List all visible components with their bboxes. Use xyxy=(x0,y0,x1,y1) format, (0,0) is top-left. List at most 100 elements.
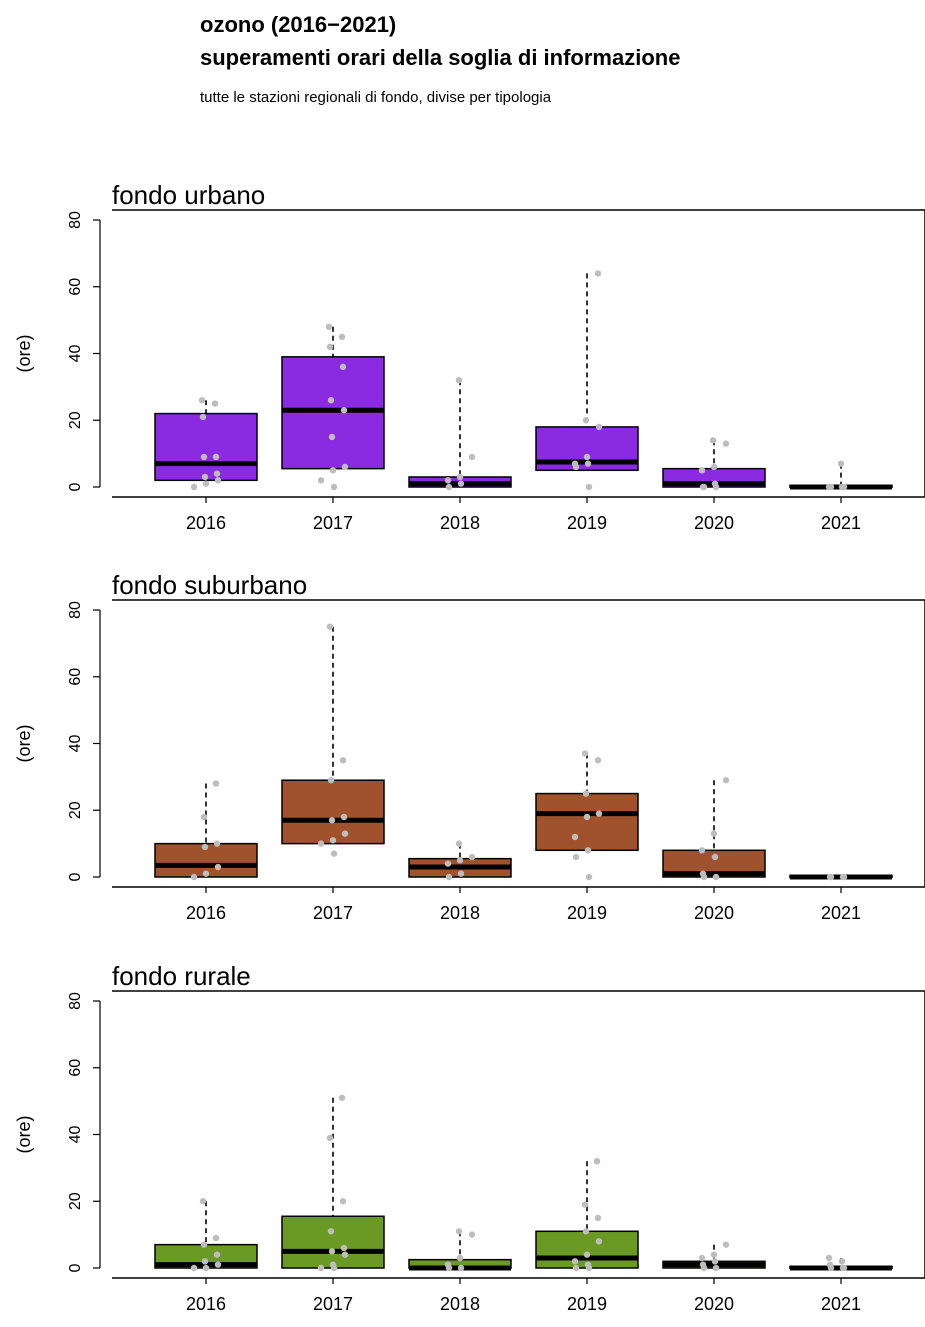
data-point xyxy=(457,870,465,877)
data-point xyxy=(201,1258,209,1265)
data-point xyxy=(214,863,222,871)
x-tick-label: 2016 xyxy=(186,1294,226,1314)
data-point xyxy=(584,847,592,854)
y-tick-label: 60 xyxy=(67,278,84,296)
data-point xyxy=(712,873,720,881)
y-tick-label: 20 xyxy=(67,1192,84,1210)
data-point xyxy=(711,480,719,487)
x-tick-label: 2021 xyxy=(821,513,861,533)
data-point xyxy=(722,1241,730,1248)
data-point xyxy=(571,1258,579,1265)
y-tick-label: 40 xyxy=(67,735,84,753)
data-point xyxy=(698,1254,706,1262)
panel-title: fondo rurale xyxy=(112,961,251,991)
data-point xyxy=(341,1251,349,1258)
data-point xyxy=(326,343,334,351)
data-point xyxy=(214,1261,222,1268)
data-point xyxy=(593,1158,601,1165)
x-tick-label: 2018 xyxy=(440,903,480,923)
x-tick-label: 2017 xyxy=(313,513,353,533)
y-tick-label: 80 xyxy=(67,601,84,619)
data-point xyxy=(214,477,222,484)
data-point xyxy=(581,1201,589,1208)
x-tick-label: 2016 xyxy=(186,903,226,923)
data-point xyxy=(326,1134,334,1142)
panel-frame xyxy=(112,209,925,498)
data-point xyxy=(202,480,210,487)
y-axis-label: (ore) xyxy=(14,1115,34,1153)
y-tick-label: 20 xyxy=(67,801,84,819)
data-point xyxy=(457,1264,465,1272)
x-tick-label: 2020 xyxy=(694,903,734,923)
data-point xyxy=(456,857,464,864)
data-point xyxy=(212,1234,220,1242)
x-tick-label: 2021 xyxy=(821,1294,861,1314)
x-tick-label: 2017 xyxy=(313,903,353,923)
data-point xyxy=(456,1254,464,1262)
data-point xyxy=(190,483,198,491)
data-point xyxy=(838,483,846,491)
data-point xyxy=(326,623,334,630)
data-point xyxy=(595,423,603,431)
box-2017 xyxy=(281,1215,385,1269)
data-point xyxy=(712,1264,720,1272)
y-axis-label: (ore) xyxy=(14,334,34,372)
data-point xyxy=(722,777,730,784)
data-point xyxy=(709,437,717,444)
y-tick-label: 20 xyxy=(67,411,84,429)
y-tick-label: 0 xyxy=(67,872,84,881)
data-point xyxy=(199,1198,207,1205)
data-point xyxy=(444,477,452,484)
data-point xyxy=(329,837,337,844)
data-point xyxy=(837,460,845,467)
data-point xyxy=(572,853,580,861)
y-tick-label: 40 xyxy=(67,1126,84,1144)
data-point xyxy=(190,873,198,881)
x-tick-label: 2019 xyxy=(567,903,607,923)
data-point xyxy=(340,1244,348,1252)
data-point xyxy=(582,1228,590,1235)
data-point xyxy=(339,363,347,371)
data-point xyxy=(584,460,592,467)
data-point xyxy=(317,840,325,847)
data-point xyxy=(212,453,220,461)
data-point xyxy=(341,830,349,837)
data-point xyxy=(468,453,476,461)
data-point xyxy=(710,1251,718,1258)
chart-subtitle: superamenti orari della soglia di inform… xyxy=(200,45,681,70)
data-point xyxy=(213,470,221,477)
data-point xyxy=(328,433,336,441)
panel-2: fondo suburbano 0 20 40 60 80 (ore) 2016 2017 201… xyxy=(14,570,925,923)
data-point xyxy=(826,1261,834,1268)
data-point xyxy=(317,477,325,484)
data-point xyxy=(468,853,476,861)
panel-3: fondo rurale 0 20 40 60 80 (ore) 2016 2017 2018 20… xyxy=(14,961,925,1314)
data-point xyxy=(722,440,730,447)
x-tick-label: 2017 xyxy=(313,1294,353,1314)
data-point xyxy=(838,1258,846,1265)
data-point xyxy=(338,333,346,341)
data-point xyxy=(444,860,452,867)
x-tick-label: 2020 xyxy=(694,1294,734,1314)
data-point xyxy=(825,483,833,491)
data-point xyxy=(444,1261,452,1268)
data-point xyxy=(198,397,206,404)
data-point xyxy=(698,467,706,474)
data-point xyxy=(330,850,338,857)
data-point xyxy=(339,1198,347,1205)
data-point xyxy=(699,483,707,491)
data-point xyxy=(698,847,706,854)
x-tick-label: 2021 xyxy=(821,903,861,923)
x-tick-label: 2018 xyxy=(440,513,480,533)
y-tick-label: 60 xyxy=(67,668,84,686)
panel-1: fondo urbano 0 20 40 60 80 (ore) 2016 2017 2018 20… xyxy=(14,180,925,533)
y-axis-label: (ore) xyxy=(14,724,34,762)
x-tick-label: 2019 xyxy=(567,1294,607,1314)
x-tick-label: 2020 xyxy=(694,513,734,533)
y-tick-label: 40 xyxy=(67,345,84,363)
data-point xyxy=(583,453,591,461)
data-point xyxy=(202,1264,210,1272)
box-2019 xyxy=(535,792,639,852)
data-point xyxy=(594,756,602,764)
